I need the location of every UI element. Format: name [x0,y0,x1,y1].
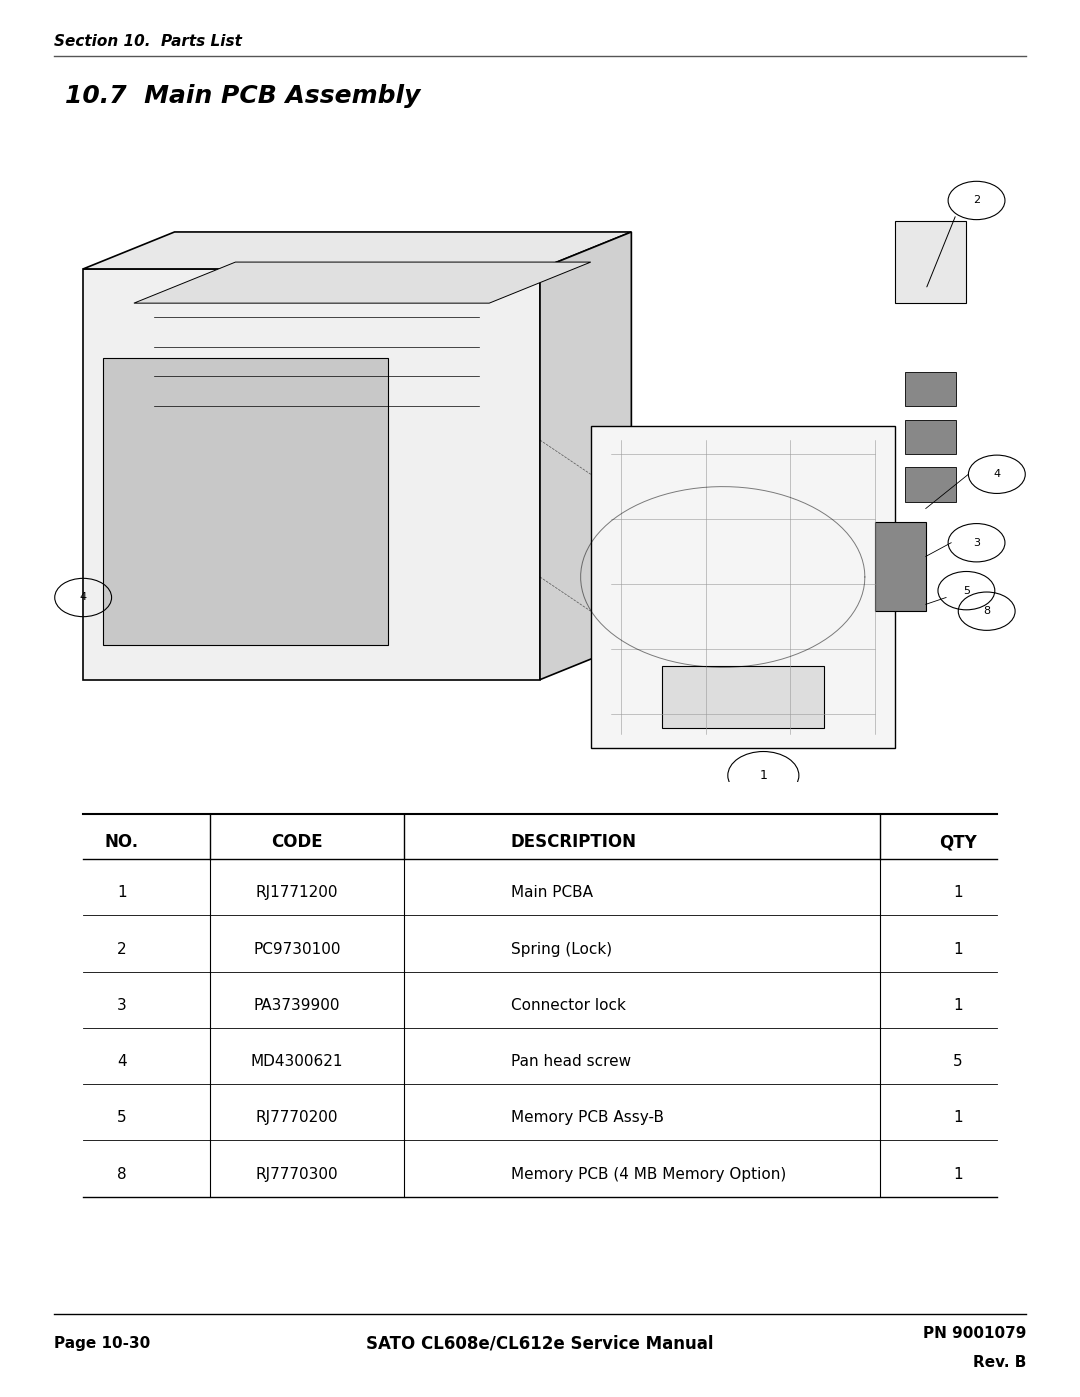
Polygon shape [83,232,632,270]
Text: 4: 4 [80,592,86,602]
Text: 4: 4 [118,1055,126,1069]
Text: Pan head screw: Pan head screw [511,1055,631,1069]
Text: 1: 1 [954,942,962,957]
Text: 1: 1 [954,1166,962,1182]
Text: RJ1771200: RJ1771200 [256,886,338,901]
Text: CODE: CODE [271,833,323,851]
Text: DESCRIPTION: DESCRIPTION [511,833,637,851]
Polygon shape [104,358,388,645]
Text: 1: 1 [954,1111,962,1126]
Text: Memory PCB (4 MB Memory Option): Memory PCB (4 MB Memory Option) [511,1166,786,1182]
Text: 10.7  Main PCB Assembly: 10.7 Main PCB Assembly [65,84,420,108]
Text: RJ7770300: RJ7770300 [256,1166,338,1182]
Text: Main PCBA: Main PCBA [511,886,593,901]
Polygon shape [540,232,632,680]
Text: 1: 1 [118,886,126,901]
Text: 4: 4 [994,469,1000,479]
Text: Spring (Lock): Spring (Lock) [511,942,612,957]
Text: 8: 8 [983,606,990,616]
Polygon shape [662,666,824,728]
Text: Page 10-30: Page 10-30 [54,1336,150,1351]
Text: 2: 2 [118,942,126,957]
Text: RJ7770200: RJ7770200 [256,1111,338,1126]
Text: 5: 5 [963,585,970,595]
Text: Memory PCB Assy-B: Memory PCB Assy-B [511,1111,664,1126]
Bar [905,468,956,502]
Text: 8: 8 [118,1166,126,1182]
Text: Connector lock: Connector lock [511,997,625,1013]
Text: MD4300621: MD4300621 [251,1055,343,1069]
Polygon shape [134,263,591,303]
Polygon shape [875,522,926,612]
Text: PA3739900: PA3739900 [254,997,340,1013]
Text: QTY: QTY [940,833,976,851]
Text: SATO CL608e/CL612e Service Manual: SATO CL608e/CL612e Service Manual [366,1334,714,1352]
Text: Rev. B: Rev. B [973,1355,1026,1370]
Text: 3: 3 [973,538,980,548]
Text: 5: 5 [118,1111,126,1126]
Text: 2: 2 [973,196,980,205]
Text: NO.: NO. [105,833,139,851]
Text: 1: 1 [954,997,962,1013]
Text: 1: 1 [954,886,962,901]
Polygon shape [591,426,895,749]
Text: PC9730100: PC9730100 [253,942,341,957]
Text: 3: 3 [117,997,127,1013]
Polygon shape [895,221,967,303]
Polygon shape [83,270,540,680]
Bar [905,372,956,407]
Text: Section 10.  Parts List: Section 10. Parts List [54,34,242,49]
Text: 1: 1 [759,768,767,782]
Text: 5: 5 [954,1055,962,1069]
Text: PN 9001079: PN 9001079 [922,1326,1026,1341]
Bar [905,419,956,454]
